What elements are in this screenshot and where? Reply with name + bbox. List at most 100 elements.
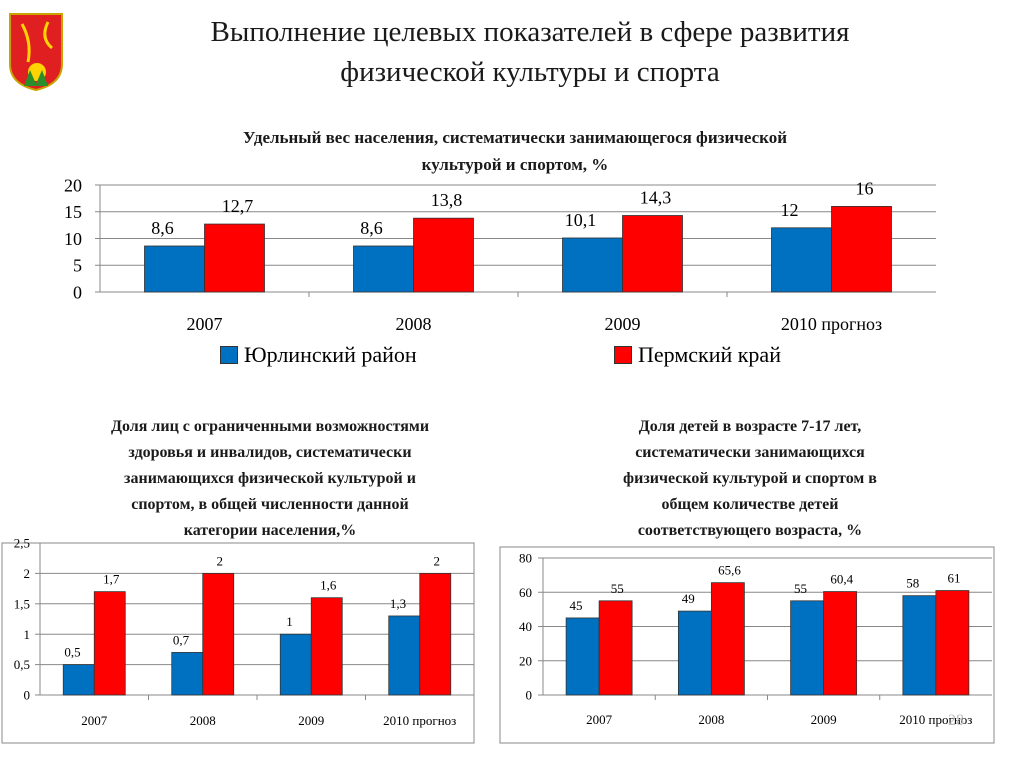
chart-1-title-line-2: культурой и спортом, %: [421, 155, 609, 174]
chart-2-bar-series-1: [279, 633, 312, 696]
slide-title-line-1: Выполнение целевых показателей в сфере р…: [210, 16, 850, 48]
chart-1-bar-series-1: [353, 245, 414, 293]
slide-number: 28: [948, 712, 964, 729]
chart-2-title-line-2: здоровья и инвалидов, систематически: [128, 444, 412, 461]
chart-1-data-label: 12,7: [222, 196, 254, 216]
chart-2-category-label: 2010 прогноз: [383, 713, 456, 728]
chart-3-ytick-label: 40: [519, 619, 532, 634]
chart-2-title-line-3: занимающихся физической культурой и: [124, 470, 416, 487]
chart-1-category-label: 2009: [605, 314, 641, 334]
chart-2-data-label: 2: [434, 553, 441, 568]
chart-2-ytick-label: 0: [24, 688, 31, 703]
chart-2-title: Доля лиц с ограниченными возможностями з…: [40, 414, 500, 544]
legend-swatch-red: [614, 346, 632, 364]
chart-3-border: [499, 546, 995, 744]
chart-2-ytick-label: 2: [24, 566, 31, 581]
chart-1-ytick-label: 15: [64, 202, 82, 222]
chart-2-category-label: 2007: [81, 713, 108, 728]
chart-2-title-line-5: категории населения,%: [183, 522, 357, 539]
chart-1-ytick-label: 10: [64, 229, 82, 249]
chart-2-bar-series-2: [93, 591, 126, 696]
chart-3-data-label: 60,4: [830, 572, 853, 587]
chart-3-data-label: 61: [948, 571, 961, 586]
chart-1-bar-series-1: [771, 227, 832, 293]
slide-title: Выполнение целевых показателей в сфере р…: [100, 12, 960, 92]
chart-2-title-line-4: спортом, в общей численности данной: [131, 496, 409, 513]
chart-3-ytick-label: 0: [526, 688, 533, 703]
coat-of-arms-emblem: [9, 13, 63, 92]
chart-1-ytick-label: 0: [73, 282, 82, 302]
chart-3-data-label: 55: [611, 581, 624, 596]
chart-1-title-line-1: Удельный вес населения, систематически з…: [243, 128, 787, 147]
chart-2-bar-series-1: [62, 664, 95, 696]
chart-1-bar-series-1: [562, 237, 623, 293]
chart-2-ytick-label: 0,5: [14, 657, 30, 672]
chart-3-title-line-1: Доля детей в возрасте 7-17 лет,: [638, 418, 862, 435]
chart-1-data-label: 8,6: [360, 218, 383, 238]
chart-3-bar-series-1: [565, 617, 600, 696]
chart-1-bar-series-2: [831, 205, 892, 293]
chart-3-ytick-label: 20: [519, 653, 532, 668]
chart-2-data-label: 1: [286, 614, 293, 629]
chart-2-ytick-label: 1: [24, 627, 31, 642]
chart-3-data-label: 65,6: [718, 563, 741, 578]
chart-3-bar-series-2: [710, 582, 745, 696]
chart-2-data-label: 1,6: [320, 578, 337, 593]
chart-3-category-label: 2010 прогноз: [899, 712, 972, 727]
chart-1-bar-series-2: [204, 223, 265, 293]
chart-1-bar-series-2: [622, 215, 683, 293]
chart-2-category-label: 2009: [298, 713, 324, 728]
chart-1-ytick-label: 5: [73, 256, 82, 276]
legend-swatch-blue: [220, 346, 238, 364]
chart-3-category-label: 2007: [586, 712, 613, 727]
chart-1-data-label: 12: [781, 200, 799, 220]
chart-3-data-label: 49: [682, 591, 695, 606]
legend-item-series-1: Юрлинский район: [220, 342, 417, 368]
chart-2-bar-series-1: [171, 652, 204, 696]
chart-1-data-label: 8,6: [151, 218, 174, 238]
chart-1-ytick-label: 20: [64, 175, 82, 195]
chart-2-data-label: 2: [217, 553, 224, 568]
chart-3-bar-series-1: [902, 595, 937, 696]
chart-3-title-line-5: соответствующего возраста, %: [637, 522, 863, 539]
chart-2-bar-series-2: [310, 597, 343, 696]
chart-3-title-line-4: общем количестве детей: [661, 496, 839, 513]
chart-1-data-label: 14,3: [640, 187, 672, 207]
chart-3-category-label: 2008: [698, 712, 724, 727]
chart-3-category-label: 2009: [811, 712, 837, 727]
chart-1-category-label: 2007: [187, 314, 223, 334]
chart-3-bar-series-2: [598, 600, 633, 696]
chart-1-data-label: 10,1: [565, 210, 597, 230]
chart-2-bar-series-1: [388, 615, 421, 696]
chart-2-title-line-1: Доля лиц с ограниченными возможностями: [110, 418, 430, 435]
chart-1-data-label: 16: [856, 178, 874, 198]
chart-2-data-label: 0,7: [173, 632, 190, 647]
chart-3-data-label: 45: [570, 598, 583, 613]
legend-label-series-2: Пермский край: [638, 342, 781, 367]
chart-2-data-label: 1,3: [390, 596, 406, 611]
chart-2-data-label: 1,7: [103, 572, 120, 587]
chart-1-title: Удельный вес населения, систематически з…: [130, 124, 900, 178]
chart-3-bar-series-1: [677, 610, 712, 696]
chart-1-category-label: 2010 прогноз: [781, 314, 882, 334]
chart-1-bar-series-2: [413, 217, 474, 293]
chart-3-title-line-2: систематически занимающихся: [635, 444, 865, 461]
chart-3-ytick-label: 80: [519, 551, 532, 566]
chart-2-bar-series-2: [419, 573, 452, 696]
chart-2-ytick-label: 1,5: [14, 596, 30, 611]
chart-2-category-label: 2008: [190, 713, 216, 728]
chart-3-bar-series-1: [790, 600, 825, 696]
legend-label-series-1: Юрлинский район: [244, 342, 417, 367]
chart-3-title-line-3: физической культурой и спортом в: [623, 470, 877, 487]
chart-3-bar-series-2: [935, 590, 970, 696]
chart-3-bar-series-2: [823, 591, 858, 696]
legend-item-series-2: Пермский край: [614, 342, 781, 368]
chart-1-category-label: 2008: [396, 314, 432, 334]
chart-2-data-label: 0,5: [64, 645, 80, 660]
chart-3-data-label: 58: [906, 576, 919, 591]
chart-3-ytick-label: 60: [519, 585, 532, 600]
chart-3-data-label: 55: [794, 581, 807, 596]
